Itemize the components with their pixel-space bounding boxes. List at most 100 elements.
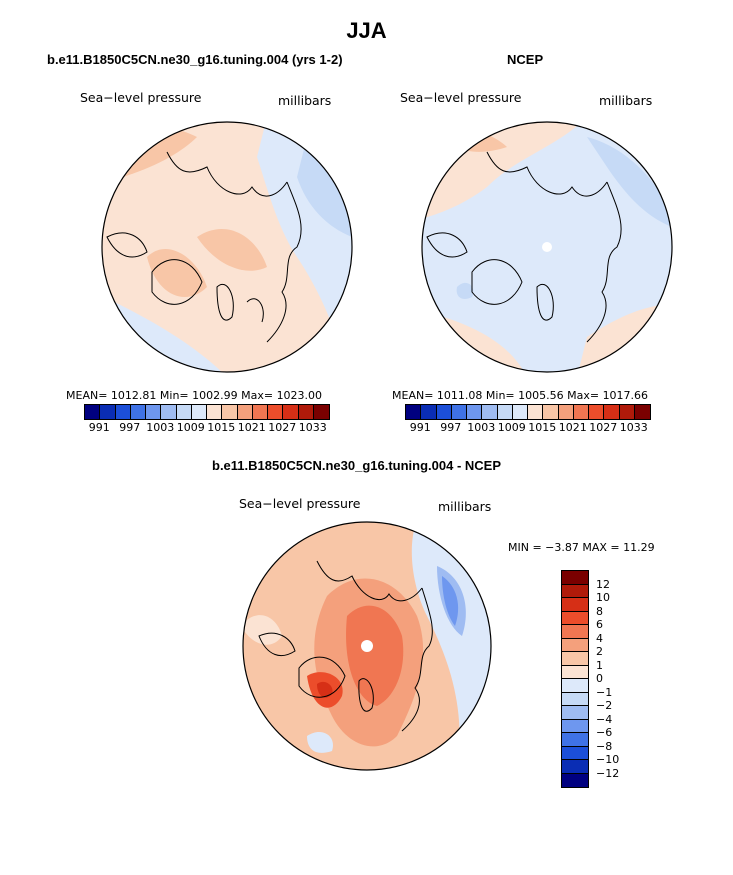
model-map-fills — [102, 122, 352, 372]
colorbar-tick-label: 1027 — [589, 421, 618, 434]
colorbar-tick-label: 1033 — [298, 421, 327, 434]
colorbar-tick-label: 1021 — [558, 421, 587, 434]
colorbar-swatch — [176, 405, 192, 419]
colorbar-swatch — [451, 405, 467, 419]
colorbar-tick-label: −6 — [596, 726, 613, 739]
colorbar-tick-label: 1 — [596, 658, 603, 672]
colorbar-swatch — [497, 405, 513, 419]
colorbar-swatch — [512, 405, 528, 419]
colorbar-tick-label: −10 — [596, 753, 620, 766]
obs-coastlines — [426, 151, 622, 343]
colorbar-swatch — [467, 405, 483, 419]
colorbar-swatch — [252, 405, 268, 419]
colorbar-swatch — [528, 405, 544, 419]
colorbar-swatch — [562, 571, 588, 585]
colorbar-swatch — [562, 638, 588, 652]
colorbar-swatch — [619, 405, 635, 419]
colorbar-tick-label: 997 — [119, 421, 141, 434]
model-map-border — [101, 121, 353, 373]
diff-coastline-path — [316, 560, 423, 602]
colorbar-swatch — [562, 760, 588, 774]
obs-panel-title: NCEP — [507, 52, 544, 67]
colorbar-swatch — [146, 405, 162, 419]
obs-greenland-coast — [471, 259, 523, 305]
colorbar-tick-label: 2 — [596, 645, 603, 658]
colorbar-swatch — [222, 405, 238, 419]
diff-coastline-path — [258, 632, 296, 656]
model-greenland-coast — [151, 259, 203, 305]
colorbar-swatch — [85, 405, 101, 419]
colorbar-swatch — [589, 405, 605, 419]
colorbar-swatch — [130, 405, 146, 419]
model-deep-warm-region — [122, 134, 142, 145]
model-coastline-path — [166, 151, 288, 197]
obs-greenland-cool — [456, 282, 474, 299]
colorbar-tick-label: 1009 — [176, 421, 205, 434]
obs-map-border — [421, 121, 673, 373]
model-colorbar — [84, 404, 330, 420]
diff-pale-warm-region — [243, 615, 282, 645]
obs-units-label: millibars — [599, 93, 653, 108]
colorbar-tick-label: 991 — [88, 421, 110, 434]
diff-coastlines — [258, 560, 433, 732]
colorbar-swatch — [191, 405, 207, 419]
model-greenland-warm — [147, 248, 207, 297]
diff-strong-cool-region — [442, 576, 459, 626]
colorbar-swatch — [298, 405, 314, 419]
diff-coastline-path — [401, 587, 433, 732]
diff-units-label: millibars — [438, 499, 492, 514]
model-coastline-path — [106, 232, 148, 258]
colorbar-swatch — [115, 405, 131, 419]
diff-colorbar — [561, 570, 589, 788]
colorbar-tick-label: 991 — [409, 421, 431, 434]
colorbar-tick-label: −8 — [596, 739, 613, 753]
diff-greenland-coast — [298, 656, 346, 698]
obs-coastline-path — [586, 181, 622, 343]
obs-pole-marker — [542, 242, 552, 252]
diff-stats: MIN = −3.87 MAX = 11.29 — [508, 541, 655, 554]
colorbar-tick-label: 1033 — [619, 421, 648, 434]
colorbar-tick-label: 997 — [440, 421, 462, 434]
colorbar-tick-label: 8 — [596, 604, 603, 618]
colorbar-tick-label: 1009 — [497, 421, 526, 434]
colorbar-swatch — [313, 405, 329, 419]
diff-dark-warm-region — [317, 681, 333, 698]
obs-polar-map — [421, 121, 673, 373]
diff-coastline-path — [358, 678, 374, 712]
diff-map-border — [242, 521, 492, 771]
obs-coastline-path — [426, 232, 468, 258]
colorbar-swatch — [161, 405, 177, 419]
model-polar-map — [101, 121, 353, 373]
obs-cool-region — [587, 137, 672, 227]
colorbar-swatch — [562, 706, 588, 720]
colorbar-swatch — [406, 405, 422, 419]
diff-variable-label: Sea−level pressure — [239, 496, 361, 511]
colorbar-swatch — [100, 405, 116, 419]
figure-title: JJA — [346, 18, 387, 43]
model-pole-warm — [197, 228, 267, 271]
colorbar-tick-label: −2 — [596, 699, 613, 712]
model-coastline-path — [246, 298, 264, 323]
model-units-label: millibars — [278, 93, 332, 108]
model-coastline-path — [266, 181, 302, 343]
colorbar-swatch — [562, 625, 588, 639]
colorbar-swatch — [421, 405, 437, 419]
colorbar-swatch — [558, 405, 574, 419]
model-stats: MEAN= 1012.81 Min= 1002.99 Max= 1023.00 — [66, 389, 323, 402]
colorbar-tick-label: 1003 — [146, 421, 175, 434]
diff-panel-title: b.e11.B1850C5CN.ne30_g16.tuning.004 - NC… — [212, 458, 502, 473]
colorbar-swatch — [543, 405, 559, 419]
colorbar-tick-label: 10 — [596, 591, 610, 604]
model-cool-region-2 — [297, 137, 352, 237]
colorbar-swatch — [562, 692, 588, 706]
colorbar-tick-label: 1015 — [207, 421, 236, 434]
obs-colorbar — [405, 404, 651, 420]
model-coastlines — [106, 151, 302, 343]
diff-cool-patch — [307, 731, 333, 753]
obs-coastline-path — [486, 151, 608, 197]
colorbar-tick-label: 1021 — [237, 421, 266, 434]
colorbar-swatch — [562, 679, 588, 693]
colorbar-swatch — [562, 652, 588, 666]
colorbar-tick-label: 1027 — [268, 421, 297, 434]
colorbar-swatch — [268, 405, 284, 419]
